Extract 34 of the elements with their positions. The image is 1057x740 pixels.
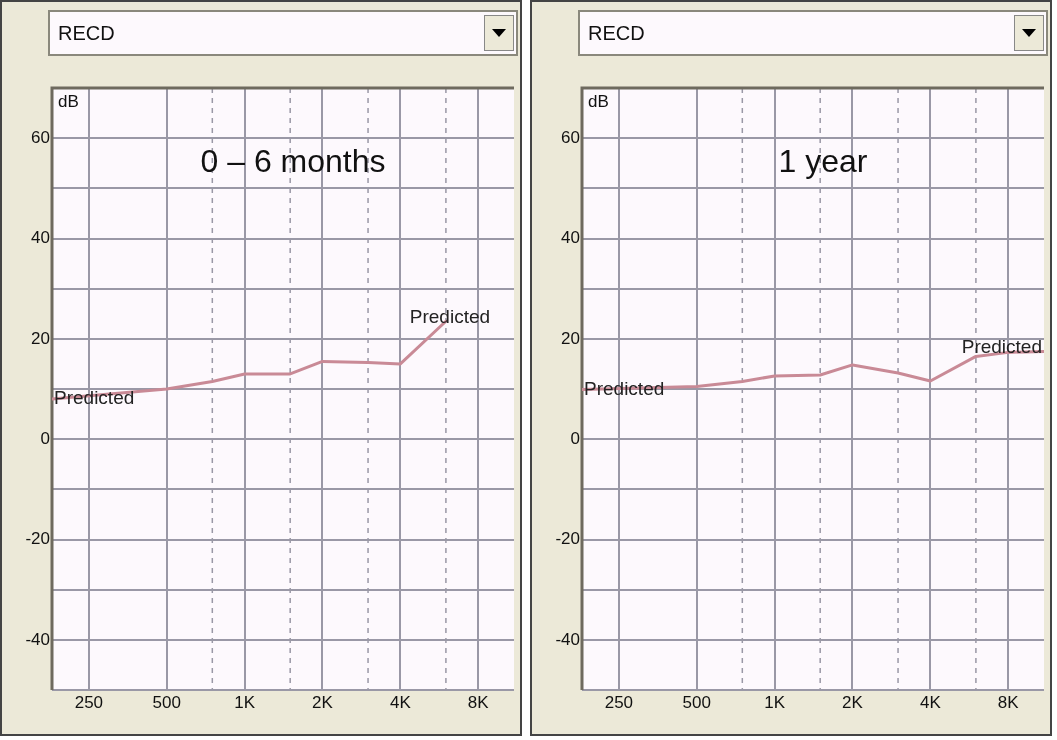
- x-tick-label: 4K: [919, 692, 942, 712]
- y-tick-label: -20: [25, 529, 50, 549]
- y-tick-label: 60: [561, 127, 580, 147]
- text: 1 year: [778, 143, 868, 180]
- x-tick-label: 500: [682, 692, 711, 712]
- x-tick-label: 250: [74, 692, 104, 712]
- x-tick-label: 1K: [234, 692, 256, 712]
- y-tick-label: 0: [570, 428, 580, 448]
- y-axis-title: dB: [588, 92, 609, 112]
- x-tick-label: 8K: [467, 692, 490, 712]
- chart-title: RECD: [58, 21, 115, 45]
- series-label: Predicted: [584, 377, 665, 399]
- x-tick-label: 2K: [312, 692, 334, 712]
- y-tick-label: 60: [31, 127, 50, 147]
- y-tick-label: -40: [555, 629, 580, 649]
- y-tick-label: 20: [561, 328, 580, 348]
- text: Predicted: [961, 336, 1043, 358]
- y-tick-label: 20: [31, 328, 50, 348]
- y-tick-label: -40: [25, 629, 50, 649]
- x-tick-label: 2K: [842, 692, 864, 712]
- x-tick-label: 4K: [389, 692, 412, 712]
- y-tick-label: 0: [40, 428, 50, 448]
- x-tick-label: 250: [604, 692, 634, 712]
- y-tick-label: 40: [561, 228, 580, 248]
- series-label: Predicted: [54, 387, 135, 409]
- chart-title: RECD: [588, 21, 645, 45]
- y-tick-label: 40: [31, 228, 50, 248]
- x-tick-label: 1K: [764, 692, 786, 712]
- y-tick-label: -20: [555, 529, 580, 549]
- text: 0 – 6 months: [200, 143, 386, 180]
- text: Predicted: [409, 306, 491, 328]
- x-tick-label: 8K: [997, 692, 1020, 712]
- y-axis-title: dB: [58, 92, 79, 112]
- x-tick-label: 500: [152, 692, 181, 712]
